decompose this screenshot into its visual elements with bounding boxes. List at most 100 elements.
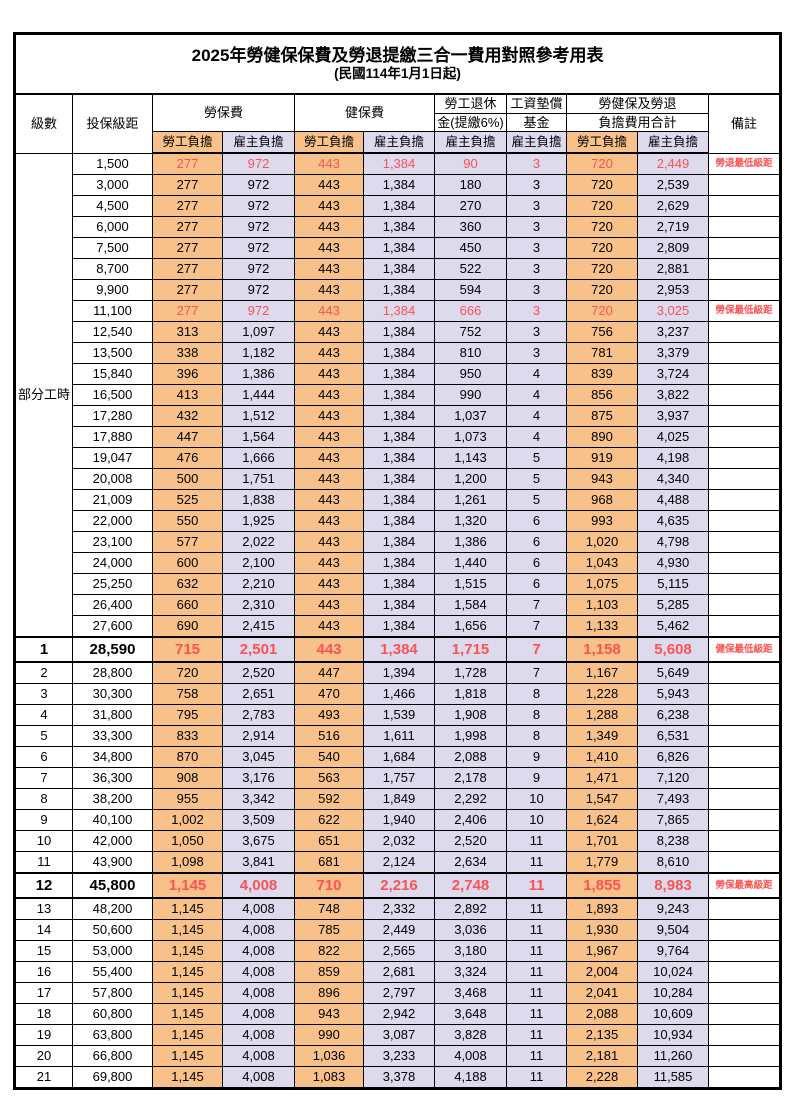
health-fee-employer-cell: 1,384 [363, 300, 435, 322]
remark-cell [707, 767, 782, 789]
table-row: 12 45,800 1,145 4,008 710 2,216 2,748 11 1,855 8,… [14, 872, 782, 899]
subheader-fund-employer: 雇主負擔 [506, 131, 567, 154]
health-fee-worker-cell: 443 [294, 174, 364, 196]
bracket-cell: 63,800 [72, 1024, 153, 1046]
total-employer-cell: 8,983 [637, 872, 709, 899]
health-fee-employer-cell: 3,233 [363, 1045, 435, 1067]
labor-fee-worker-cell: 1,145 [152, 961, 223, 983]
total-employer-cell: 11,585 [637, 1066, 709, 1089]
health-fee-worker-cell: 443 [294, 405, 364, 427]
remark-cell: 勞保最高級距 [707, 872, 782, 899]
bracket-cell: 48,200 [72, 897, 153, 920]
table-row: 20,008 500 1,751 443 1,384 1,200 5 943 4,340 [15, 468, 782, 490]
bracket-cell: 33,300 [72, 725, 153, 747]
pension-employer-cell: 3,180 [434, 940, 507, 962]
total-employer-cell: 2,629 [637, 195, 709, 217]
bracket-cell: 26,400 [72, 594, 153, 616]
pension-employer-cell: 2,520 [434, 830, 507, 852]
remark-cell [707, 683, 782, 705]
labor-fee-employer-cell: 1,512 [222, 405, 295, 427]
remark-cell [707, 615, 782, 638]
health-fee-worker-cell: 540 [294, 746, 364, 768]
wage-fund-employer-cell: 8 [506, 704, 567, 726]
bracket-cell: 66,800 [72, 1045, 153, 1067]
level-cell: 3 [14, 683, 73, 705]
total-worker-cell: 890 [566, 426, 638, 448]
labor-fee-employer-cell: 1,444 [222, 384, 295, 406]
total-worker-cell: 2,088 [566, 1003, 638, 1025]
labor-fee-employer-cell: 3,675 [222, 830, 295, 852]
labor-fee-employer-cell: 1,386 [222, 363, 295, 385]
bracket-cell: 43,900 [72, 851, 153, 874]
table-row: 21,009 525 1,838 443 1,384 1,261 5 968 4,488 [15, 489, 782, 511]
health-fee-worker-cell: 651 [294, 830, 364, 852]
remark-cell [707, 830, 782, 852]
remark-cell [707, 405, 782, 427]
wage-fund-employer-cell: 4 [506, 426, 567, 448]
labor-fee-worker-cell: 1,145 [152, 919, 223, 941]
bracket-cell: 40,100 [72, 809, 153, 831]
pension-employer-cell: 1,143 [434, 447, 507, 469]
labor-fee-employer-cell: 4,008 [222, 1024, 295, 1046]
remark-cell [707, 594, 782, 616]
labor-fee-employer-cell: 1,838 [222, 489, 295, 511]
wage-fund-employer-cell: 4 [506, 384, 567, 406]
total-employer-cell: 2,719 [637, 216, 709, 238]
health-fee-worker-cell: 592 [294, 788, 364, 810]
col-header-health-fee: 健保費 [294, 93, 435, 132]
labor-fee-employer-cell: 972 [222, 216, 295, 238]
health-fee-worker-cell: 710 [294, 872, 364, 899]
labor-fee-employer-cell: 4,008 [222, 897, 295, 920]
health-fee-worker-cell: 443 [294, 363, 364, 385]
header-row-1: 級數 投保級距 勞保費 健保費 勞工退休 工資墊償 勞健保及勞退 備註 [14, 93, 782, 154]
table-row: 21 69,800 1,145 4,008 1,083 3,378 4,188 11 2,228… [14, 1066, 782, 1089]
table-row: 17 57,800 1,145 4,008 896 2,797 3,468 11 2,041 10… [14, 982, 782, 1004]
labor-fee-employer-cell: 4,008 [222, 1003, 295, 1025]
remark-cell [707, 258, 782, 280]
pension-employer-cell: 1,584 [434, 594, 507, 616]
wage-fund-employer-cell: 11 [506, 940, 567, 962]
labor-fee-worker-cell: 313 [152, 321, 223, 343]
remark-cell [707, 384, 782, 406]
health-fee-worker-cell: 443 [294, 321, 364, 343]
table-row: 13,500 338 1,182 443 1,384 810 3 781 3,379 [15, 342, 782, 364]
table-row: 3 30,300 758 2,651 470 1,466 1,818 8 1,228 5,943 [14, 683, 782, 705]
health-fee-employer-cell: 1,384 [363, 258, 435, 280]
level-cell: 10 [14, 830, 73, 852]
remark-cell [707, 1003, 782, 1025]
level-cell: 1 [14, 636, 73, 663]
health-fee-employer-cell: 1,384 [363, 573, 435, 595]
table-row: 7,500 277 972 443 1,384 450 3 720 2,809 [15, 237, 782, 259]
total-worker-cell: 1,930 [566, 919, 638, 941]
level-cell: 5 [14, 725, 73, 747]
total-worker-cell: 1,075 [566, 573, 638, 595]
labor-fee-employer-cell: 2,310 [222, 594, 295, 616]
health-fee-employer-cell: 1,384 [363, 384, 435, 406]
total-worker-cell: 943 [566, 468, 638, 490]
health-fee-employer-cell: 1,394 [363, 661, 435, 684]
labor-fee-employer-cell: 2,501 [222, 636, 295, 663]
total-employer-cell: 5,285 [637, 594, 709, 616]
table-row: 26,400 660 2,310 443 1,384 1,584 7 1,103 5,285 [15, 594, 782, 616]
table-row: 19,047 476 1,666 443 1,384 1,143 5 919 4,198 [15, 447, 782, 469]
pension-employer-cell: 810 [434, 342, 507, 364]
total-employer-cell: 5,608 [637, 636, 709, 663]
pension-employer-cell: 450 [434, 237, 507, 259]
table-row: 19 63,800 1,145 4,008 990 3,087 3,828 11 2,135 10… [14, 1024, 782, 1046]
level-cell: 14 [14, 919, 73, 941]
level-cell: 17 [14, 982, 73, 1004]
subheader-health-worker: 勞工負擔 [294, 131, 364, 154]
health-fee-worker-cell: 822 [294, 940, 364, 962]
table-row: 10 42,000 1,050 3,675 651 2,032 2,520 11 1,701 8,… [14, 830, 782, 852]
total-worker-cell: 781 [566, 342, 638, 364]
bracket-cell: 17,880 [72, 426, 153, 448]
remark-cell [707, 321, 782, 343]
wage-fund-employer-cell: 8 [506, 725, 567, 747]
total-employer-cell: 4,340 [637, 468, 709, 490]
total-employer-cell: 2,449 [637, 152, 709, 175]
subheader-health-employer: 雇主負擔 [363, 131, 435, 154]
health-fee-employer-cell: 1,466 [363, 683, 435, 705]
pension-employer-cell: 3,468 [434, 982, 507, 1004]
total-worker-cell: 839 [566, 363, 638, 385]
